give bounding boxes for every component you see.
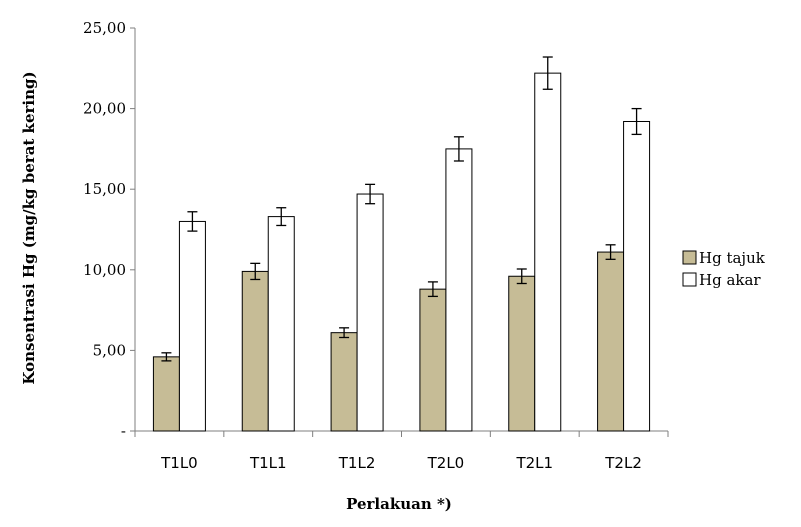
legend-label: Hg akar: [699, 271, 761, 289]
y-tick-label: 10,00: [83, 261, 126, 279]
legend: Hg tajuk Hg akar: [682, 249, 766, 289]
y-tick-label: -: [121, 422, 126, 440]
legend-swatch: [682, 272, 697, 287]
bar-hg-tajuk: [597, 251, 625, 432]
legend-swatch: [682, 250, 697, 265]
legend-label: Hg tajuk: [699, 249, 766, 267]
x-tick-label: T1L1: [249, 454, 287, 472]
bar-hg-tajuk: [152, 356, 180, 432]
y-tick-label: 15,00: [83, 180, 126, 198]
bar-hg-tajuk: [241, 270, 269, 432]
x-tick-label: T2L1: [515, 454, 553, 472]
error-bars: [161, 56, 642, 362]
axes: [130, 27, 669, 437]
x-tick-label: T2L0: [427, 454, 465, 472]
y-tick-label: 5,00: [93, 341, 126, 359]
bar-hg-akar: [178, 220, 206, 432]
x-tick-label: T1L2: [338, 454, 376, 472]
x-tick-label: T2L2: [604, 454, 642, 472]
bar-hg-akar: [445, 148, 473, 432]
y-tick-label: 20,00: [83, 100, 126, 118]
bar-hg-tajuk: [330, 332, 358, 432]
bar-hg-tajuk: [508, 275, 536, 432]
bars: [152, 72, 651, 432]
y-axis-title: Konsentrasi Hg (mg/kg berat kering): [20, 71, 38, 384]
bar-hg-tajuk: [419, 288, 447, 432]
bar-hg-akar: [623, 120, 651, 432]
bar-hg-akar: [267, 216, 295, 432]
y-tick-label: 25,00: [83, 19, 126, 37]
bar-hg-akar: [356, 193, 384, 432]
x-axis-title: Perlakuan *): [346, 495, 452, 513]
tick-labels: - 5,00 10,00 15,00 20,00 25,00 T1L0 T1L1 T1L2 T2L…: [83, 19, 642, 472]
x-tick-label: T1L0: [160, 454, 198, 472]
bar-hg-akar: [534, 72, 562, 432]
